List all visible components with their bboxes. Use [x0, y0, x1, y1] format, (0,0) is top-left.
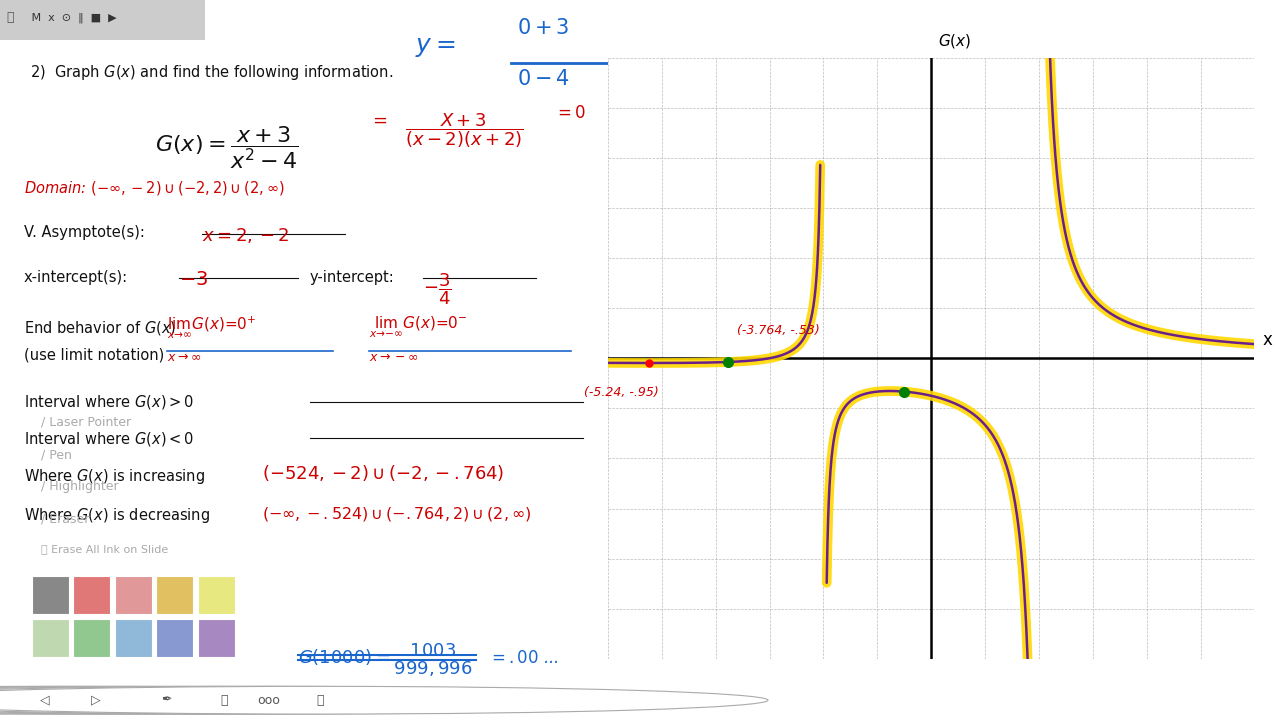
Circle shape [0, 686, 544, 714]
Bar [0, 0, 205, 40]
Text: $(-\infty,-.524)\cup(-.764,2)\cup(2,\infty)$: $(-\infty,-.524)\cup(-.764,2)\cup(2,\inf… [262, 505, 531, 523]
Circle shape [0, 686, 614, 714]
Text: x: x [1262, 331, 1272, 349]
Text: $\lim_{x \to \infty} G(x) = 0^+$: $\lim_{x \to \infty} G(x) = 0^+$ [166, 315, 256, 341]
Circle shape [0, 686, 768, 714]
Text: M  x  ⊙  ‖  ■  ▶: M x ⊙ ‖ ■ ▶ [28, 12, 116, 23]
Text: / Laser Pointer: / Laser Pointer [41, 415, 131, 428]
Text: $x \to \infty$: $x \to \infty$ [166, 351, 201, 364]
Bar [156, 619, 193, 657]
Text: y-intercept:: y-intercept: [310, 269, 394, 284]
Text: Domain: $(-\infty,-2)\cup(-2,2)\cup(2,\infty)$: Domain: $(-\infty,-2)\cup(-2,2)\cup(2,\i… [24, 179, 284, 197]
Bar [115, 576, 152, 613]
Text: / Pen: / Pen [41, 448, 72, 461]
Text: $= 0$: $= 0$ [553, 104, 585, 122]
Text: Interval where $G(x) < 0$: Interval where $G(x) < 0$ [24, 430, 195, 448]
Text: $y = $: $y = $ [415, 35, 456, 58]
Text: 🖼: 🖼 [6, 12, 14, 24]
Bar [73, 619, 110, 657]
Text: / Highlighter: / Highlighter [41, 480, 119, 493]
Text: $G(x)$: $G(x)$ [938, 32, 972, 50]
Text: (use limit notation): (use limit notation) [24, 347, 164, 362]
Text: $-\dfrac{3}{4}$: $-\dfrac{3}{4}$ [422, 271, 451, 307]
Text: 2)  Graph $G(x)$ and find the following information.: 2) Graph $G(x)$ and find the following i… [29, 63, 393, 82]
Bar [197, 619, 234, 657]
Text: (-5.24, -.95): (-5.24, -.95) [584, 385, 659, 399]
Bar [73, 576, 110, 613]
Text: V. Asymptote(s):: V. Asymptote(s): [24, 225, 145, 240]
Text: Where $G(x)$ is increasing: Where $G(x)$ is increasing [24, 467, 205, 486]
Text: ✒: ✒ [161, 693, 172, 707]
Text: $0 - 4$: $0 - 4$ [517, 69, 570, 89]
Text: ◁: ◁ [40, 693, 50, 707]
Text: $G(1000) = \dfrac{1003}{999,996}$: $G(1000) = \dfrac{1003}{999,996}$ [298, 642, 474, 680]
Text: ▷: ▷ [91, 693, 101, 707]
Text: $G(x) = \dfrac{x + 3}{x^2 - 4}$: $G(x) = \dfrac{x + 3}{x^2 - 4}$ [155, 125, 298, 171]
Bar [197, 576, 234, 613]
Text: Where $G(x)$ is decreasing: Where $G(x)$ is decreasing [24, 506, 210, 526]
Text: $(-524,-2)\cup(-2,-.764)$: $(-524,-2)\cup(-2,-.764)$ [262, 463, 504, 483]
Text: $0 + 3$: $0 + 3$ [517, 18, 570, 38]
Text: $x=2, -2$: $x=2, -2$ [202, 226, 291, 245]
Bar [32, 576, 69, 613]
Circle shape [0, 686, 717, 714]
Text: End behavior of $G(x)$: End behavior of $G(x)$ [24, 318, 175, 336]
Text: (-3.764, -.53): (-3.764, -.53) [736, 325, 819, 338]
Text: $=$: $=$ [369, 111, 388, 129]
Text: ⬜: ⬜ [220, 693, 228, 707]
Circle shape [0, 686, 493, 714]
Bar [115, 619, 152, 657]
Text: x-intercept(s):: x-intercept(s): [24, 269, 128, 284]
Text: $-3$: $-3$ [179, 269, 207, 289]
Circle shape [0, 686, 672, 714]
Bar [32, 619, 69, 657]
Text: $\dfrac{X+3}{(x-2)(x+2)}$: $\dfrac{X+3}{(x-2)(x+2)}$ [404, 111, 524, 150]
Bar [156, 576, 193, 613]
Text: $\lim_{x \to -\infty} G(x) = 0^-$: $\lim_{x \to -\infty} G(x) = 0^-$ [369, 315, 467, 340]
Text: ⬜ Erase All Ink on Slide: ⬜ Erase All Ink on Slide [41, 544, 168, 554]
Text: ooo: ooo [257, 693, 280, 707]
Text: 📷: 📷 [316, 693, 324, 707]
Text: Interval where $G(x) > 0$: Interval where $G(x) > 0$ [24, 393, 195, 411]
Text: $= .00$ ...: $= .00$ ... [488, 649, 559, 667]
Text: / Eraser: / Eraser [41, 513, 90, 526]
Text: $x \to -\infty$: $x \to -\infty$ [369, 351, 419, 364]
